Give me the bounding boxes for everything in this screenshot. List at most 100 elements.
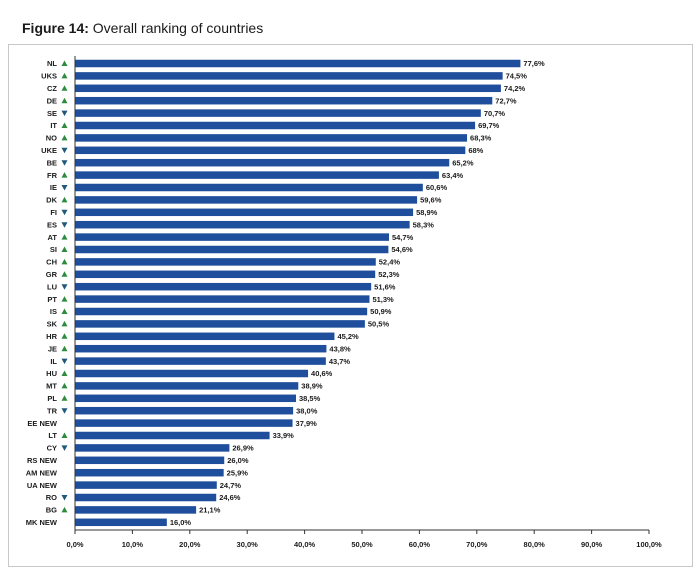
trend-down-icon [61,110,68,117]
category-label: UKE [41,146,57,155]
data-label: 52,3% [378,270,400,279]
bar [75,456,225,465]
figure-title: Figure 14: Overall ranking of countries [22,20,263,36]
figure-label: Figure 14: [22,20,89,36]
bar [75,171,439,179]
trend-up-icon [61,296,68,302]
category-label: PT [47,295,57,304]
trend-up-icon [61,246,68,252]
bar [75,295,370,303]
data-label: 74,2% [504,84,526,93]
bar [75,72,503,80]
data-label: 43,7% [329,357,351,366]
category-label: RO [46,493,57,502]
bar [75,245,389,254]
data-label: 33,9% [273,431,295,440]
bar [75,357,326,365]
category-label: NL [47,59,57,68]
bar [75,146,466,155]
trend-up-icon [61,345,68,352]
category-label: MK NEW [26,518,58,527]
data-label: 50,9% [370,307,392,316]
bar [75,59,521,68]
trend-up-icon [61,97,68,104]
data-label: 40,6% [311,369,333,378]
trend-down-icon [61,147,68,154]
data-label: 69,7% [478,121,500,130]
category-label: LU [47,282,57,291]
x-tick-label: 0,0% [66,540,83,549]
category-label: FR [47,171,58,180]
x-tick-label: 70,0% [466,540,488,549]
category-label: UA NEW [27,481,58,490]
category-label: PL [47,394,57,403]
category-label: BG [46,506,57,515]
bar [75,270,376,279]
bar [75,518,167,527]
data-label: 26,0% [227,456,249,465]
x-tick-label: 90,0% [581,540,603,549]
x-tick-label: 80,0% [524,540,546,549]
category-label: AM NEW [26,468,58,477]
x-tick-label: 100,0% [636,540,662,549]
trend-down-icon [61,358,68,365]
bar [75,481,217,489]
trend-up-icon [61,271,68,277]
data-label: 77,6% [523,59,545,68]
trend-up-icon [61,258,68,265]
category-label: IS [50,307,57,316]
bar [75,493,217,502]
trend-down-icon [61,222,68,228]
trend-up-icon [61,134,68,141]
category-label: SK [47,320,58,329]
trend-up-icon [61,172,68,178]
trend-up-icon [61,122,68,128]
trend-up-icon [61,85,68,91]
bar [75,233,389,241]
bar [75,208,414,217]
category-label: AT [48,233,58,242]
x-tick-label: 40,0% [294,540,316,549]
category-label: CH [46,258,57,267]
data-label: 68% [468,146,483,155]
trend-down-icon [61,209,68,216]
trend-up-icon [61,395,68,401]
data-label: 21,1% [199,506,221,515]
trend-up-icon [61,320,68,327]
chart-frame [8,44,693,567]
x-tick-label: 30,0% [237,540,259,549]
data-label: 72,7% [495,96,517,105]
bar [75,121,476,130]
category-label: GR [46,270,58,279]
data-label: 45,2% [337,332,359,341]
bar [75,258,376,266]
trend-down-icon [61,185,68,191]
category-label: JE [48,344,57,353]
data-label: 24,6% [219,493,241,502]
trend-down-icon [61,408,68,414]
category-label: BE [47,158,57,167]
bar [75,406,294,415]
data-label: 50,5% [368,320,390,329]
trend-up-icon [61,308,68,314]
data-label: 24,7% [220,481,242,490]
data-label: 65,2% [452,158,474,167]
category-label: CY [47,444,57,453]
category-label: SI [50,245,57,254]
category-label: HU [46,369,57,378]
trend-up-icon [61,72,68,79]
trend-down-icon [61,495,68,501]
trend-down-icon [61,160,68,166]
bar [75,444,230,452]
bar [75,183,423,192]
category-label: SE [47,109,57,118]
data-label: 51,6% [374,282,396,291]
bar [75,382,299,390]
data-label: 37,9% [296,419,318,428]
trend-up-icon [61,196,68,203]
category-label: TR [47,406,58,415]
data-label: 51,3% [372,295,394,304]
data-label: 38,0% [296,406,318,415]
bar [75,369,309,378]
bar [75,96,493,105]
